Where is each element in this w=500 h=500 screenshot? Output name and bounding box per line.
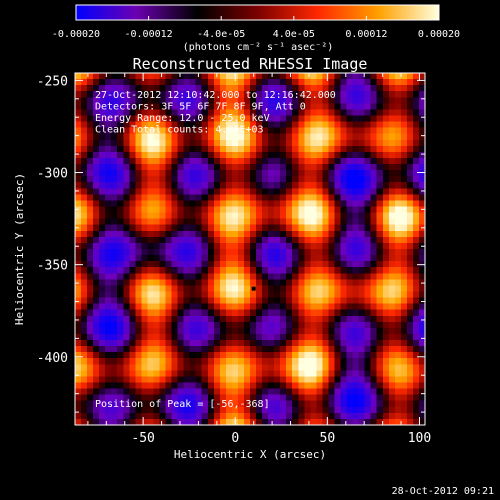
colorbar-gradient <box>76 5 439 20</box>
info-line: Clean Total counts: 4.66E+03 <box>95 125 264 136</box>
colorbar-frame <box>75 4 440 21</box>
heatmap-image <box>75 73 425 425</box>
peak-marker <box>251 286 256 291</box>
info-text-block: 27-Oct-2012 12:10:42.000 to 12:16:42.000… <box>95 90 336 136</box>
colorbar-tick-label: -0.00012 <box>125 29 173 40</box>
x-tick-label: -50 <box>131 431 154 446</box>
y-axis: -250 -300 -350 -400 <box>37 74 425 413</box>
plot-frame <box>74 72 426 426</box>
info-line: Energy Range: 12.0 - 25.0 keV <box>95 113 270 124</box>
y-tick-label: -400 <box>37 351 68 366</box>
y-tick-label: -350 <box>37 259 68 274</box>
x-tick-label: 100 <box>408 431 431 446</box>
colorbar-ticks: -0.00020 -0.00012 -4.0e-05 4.0e-05 0.00012 0.… <box>52 16 460 40</box>
y-tick-label: -300 <box>37 167 68 182</box>
y-axis-label: Heliocentric Y (arcsec) <box>13 173 26 325</box>
colorbar: -0.00020 -0.00012 -4.0e-05 4.0e-05 0.00012 0.… <box>52 4 460 53</box>
colorbar-tick-label: 0.00020 <box>418 29 460 40</box>
info-line: Detectors: 3F 5F 6F 7F 8F 9F, Att 0 <box>95 102 306 113</box>
colorbar-tick-label: 4.0e-05 <box>273 29 315 40</box>
colorbar-tick-label: 0.00012 <box>345 29 387 40</box>
peak-position-text: Position of Peak = [-56,-368] <box>95 399 270 410</box>
peak-dot <box>251 286 256 291</box>
x-tick-label: 0 <box>231 431 239 446</box>
info-line: 27-Oct-2012 12:10:42.000 to 12:16:42.000 <box>95 90 336 101</box>
x-axis: -50 0 50 100 <box>87 73 431 446</box>
colorbar-tick-label: -4.0e-05 <box>197 29 245 40</box>
y-tick-label: -250 <box>37 74 68 89</box>
colorbar-unit-label: (photons cm⁻² s⁻¹ asec⁻²) <box>183 42 334 53</box>
x-axis-label: Heliocentric X (arcsec) <box>174 448 326 461</box>
colorbar-tick-label: -0.00020 <box>52 29 100 40</box>
chart-title: Reconstructed RHESSI Image <box>133 55 368 73</box>
x-tick-label: 50 <box>320 431 336 446</box>
date-stamp: 28-Oct-2012 09:21 <box>392 486 494 497</box>
plot-area <box>74 72 426 426</box>
